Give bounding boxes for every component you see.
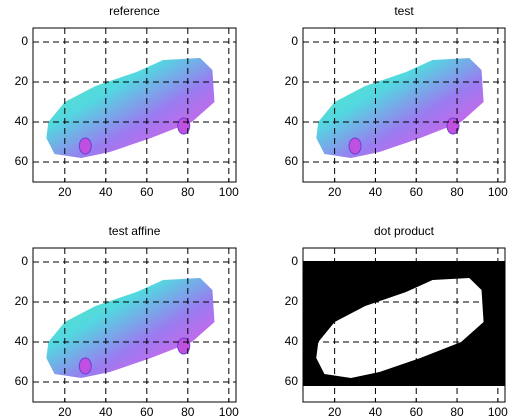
subplot-title: test	[394, 4, 414, 18]
y-tick-label: 40	[285, 334, 299, 348]
axes-box	[32, 247, 237, 403]
x-tick-label: 100	[219, 405, 239, 419]
y-tick-label: 0	[291, 34, 298, 48]
x-tick-label: 40	[99, 185, 113, 199]
x-tick-label: 20	[328, 405, 342, 419]
x-tick-label: 100	[488, 405, 508, 419]
y-tick-label: 20	[285, 74, 299, 88]
image-object	[46, 58, 215, 158]
y-tick-label: 60	[285, 374, 299, 388]
x-tick-label: 20	[58, 185, 72, 199]
image-wheel	[78, 137, 92, 155]
x-tick-label: 80	[181, 185, 195, 199]
x-tick-label: 60	[410, 185, 424, 199]
x-tick-label: 20	[58, 405, 72, 419]
y-tick-label: 0	[21, 34, 28, 48]
image-object	[316, 58, 484, 158]
y-tick-label: 60	[15, 374, 29, 388]
x-tick-label: 60	[410, 405, 424, 419]
image-wheel	[348, 137, 362, 155]
y-tick-label: 0	[21, 254, 28, 268]
y-tick-label: 20	[285, 294, 299, 308]
y-tick-label: 60	[285, 154, 299, 168]
image-object	[316, 278, 484, 378]
x-tick-label: 40	[369, 405, 383, 419]
x-tick-label: 60	[140, 185, 154, 199]
axes-box	[302, 247, 506, 403]
x-tick-label: 80	[181, 405, 195, 419]
y-tick-label: 40	[15, 114, 29, 128]
axes-box	[302, 27, 506, 183]
x-tick-label: 60	[140, 405, 154, 419]
x-tick-label: 80	[450, 405, 464, 419]
y-tick-label: 20	[15, 74, 29, 88]
x-tick-label: 100	[488, 185, 508, 199]
y-tick-label: 40	[15, 334, 29, 348]
y-tick-label: 60	[15, 154, 29, 168]
subplot-title: reference	[109, 4, 160, 18]
x-tick-label: 80	[450, 185, 464, 199]
y-tick-label: 20	[15, 294, 29, 308]
image-wheel	[78, 357, 92, 375]
subplot-title: dot product	[374, 224, 435, 238]
x-tick-label: 40	[99, 405, 113, 419]
x-tick-label: 40	[369, 185, 383, 199]
y-tick-label: 0	[291, 254, 298, 268]
subplot-title: test affine	[109, 224, 161, 238]
x-tick-label: 20	[328, 185, 342, 199]
image-object	[46, 278, 215, 378]
axes-box	[32, 27, 237, 183]
y-tick-label: 40	[285, 114, 299, 128]
x-tick-label: 100	[219, 185, 239, 199]
